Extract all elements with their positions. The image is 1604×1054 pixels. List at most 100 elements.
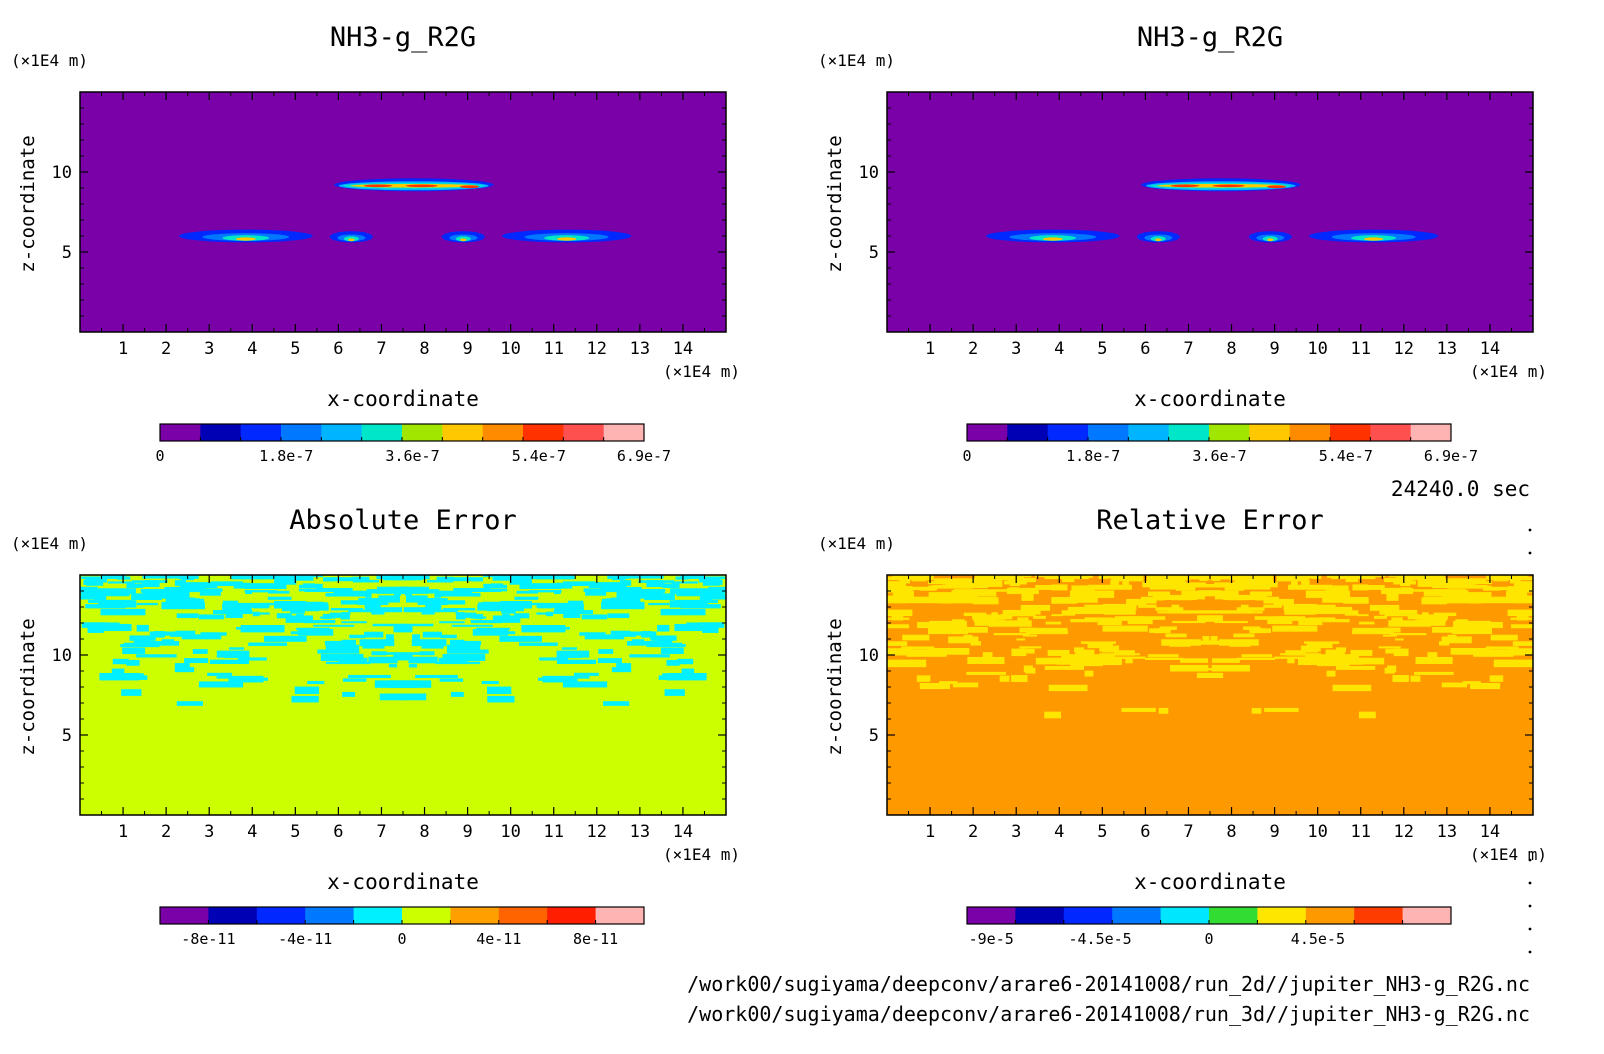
pattern-patch <box>1263 604 1282 608</box>
pattern-patch <box>704 595 726 600</box>
pattern-patch <box>1263 596 1280 604</box>
x-tick-label: 8 <box>419 822 429 842</box>
pattern-patch <box>1493 577 1508 582</box>
pattern-patch <box>1311 575 1322 579</box>
pattern-patch <box>1125 657 1133 664</box>
pattern-patch <box>1507 648 1533 656</box>
pattern-patch <box>972 614 1013 620</box>
pattern-patch <box>174 580 187 586</box>
pattern-patch <box>439 592 481 597</box>
pattern-patch <box>529 590 562 593</box>
pattern-patch <box>446 649 489 654</box>
colorbar-segment <box>523 424 564 441</box>
pattern-patch <box>174 663 190 671</box>
pattern-patch <box>137 675 148 680</box>
x-tick-label: 2 <box>968 822 978 842</box>
plot-background <box>80 92 726 332</box>
pattern-patch <box>1493 659 1533 668</box>
pattern-patch <box>126 659 140 666</box>
pattern-patch <box>1329 662 1364 665</box>
pattern-patch <box>463 640 482 646</box>
x-tick-label: 5 <box>290 822 300 842</box>
x-tick-label: 13 <box>1437 822 1457 842</box>
pattern-patch <box>294 686 320 695</box>
pattern-patch <box>1332 684 1372 692</box>
x-axis-label: x-coordinate <box>1134 870 1286 894</box>
pattern-patch <box>928 627 969 635</box>
pattern-patch <box>1202 636 1210 643</box>
pattern-patch <box>681 668 695 676</box>
pattern-patch <box>964 594 975 599</box>
colorbar-segment <box>1330 424 1371 441</box>
pattern-patch <box>951 590 997 597</box>
pattern-patch <box>1200 575 1208 582</box>
pattern-patch <box>502 613 510 618</box>
pattern-patch <box>1441 636 1472 644</box>
pattern-patch <box>439 621 465 624</box>
pattern-patch <box>685 626 714 631</box>
pattern-patch <box>1084 604 1127 608</box>
pattern-patch <box>1396 576 1438 580</box>
pattern-patch <box>1513 595 1533 604</box>
pattern-patch <box>111 668 125 676</box>
pattern-patch <box>136 602 158 606</box>
pattern-patch <box>895 596 938 604</box>
colorbar: -8e-11 -4e-11 0 4e-11 8e-11 <box>159 906 645 948</box>
pattern-patch <box>261 602 284 606</box>
colorbar-segment <box>1354 907 1404 924</box>
pattern-patch <box>1070 619 1098 623</box>
pattern-patch <box>1388 620 1432 627</box>
pattern-patch <box>1386 593 1399 601</box>
colorbar-tick-label: -4.5e-5 <box>1068 930 1131 948</box>
pattern-patch <box>422 631 442 638</box>
colorbar-segment <box>1249 424 1291 441</box>
pattern-patch <box>518 642 558 646</box>
pattern-patch <box>514 596 539 600</box>
pattern-patch <box>1384 578 1413 583</box>
pattern-patch <box>1171 597 1192 601</box>
pattern-patch <box>1288 584 1333 590</box>
pattern-patch <box>916 675 931 682</box>
pattern-patch <box>626 589 665 593</box>
pattern-patch <box>176 613 199 619</box>
pattern-patch <box>1326 670 1336 677</box>
pattern-patch <box>662 583 680 588</box>
x-tick-label: 7 <box>376 339 386 359</box>
pattern-patch <box>542 675 578 683</box>
pattern-patch <box>455 612 465 615</box>
pattern-patch <box>393 593 402 596</box>
x-axis-label: x-coordinate <box>1134 387 1286 411</box>
pattern-patch <box>1343 597 1369 604</box>
pattern-patch <box>1350 649 1373 656</box>
y-axis-label: z-coordinate <box>824 618 846 755</box>
pattern-patch <box>1486 575 1496 580</box>
pattern-patch <box>1097 617 1122 626</box>
pattern-patch <box>1076 654 1115 659</box>
x-tick-label: 6 <box>333 339 343 359</box>
pattern-patch <box>616 591 658 599</box>
pattern-patch <box>513 575 532 580</box>
x-tick-label: 4 <box>247 339 257 359</box>
pattern-patch <box>320 653 364 661</box>
colorbar-tick-label: 5.4e-7 <box>512 447 566 465</box>
colorbar-tick-label: 3.6e-7 <box>1192 447 1246 465</box>
pattern-patch <box>1512 641 1533 646</box>
colorbar-segment <box>967 907 1016 924</box>
field-layer <box>80 575 726 706</box>
x-tick-label: 6 <box>1140 339 1150 359</box>
colorbar-segment <box>1370 424 1412 441</box>
pattern-patch <box>988 620 1032 627</box>
pattern-patch <box>600 586 642 593</box>
colorbar-segment <box>1063 907 1113 924</box>
pattern-patch <box>333 590 376 594</box>
pattern-patch <box>86 580 104 586</box>
pattern-patch <box>267 590 290 594</box>
pattern-patch <box>378 595 401 603</box>
pattern-patch <box>1224 611 1263 614</box>
pattern-patch <box>368 656 398 664</box>
pattern-patch <box>492 584 508 589</box>
pattern-patch <box>393 626 410 633</box>
pattern-patch <box>121 689 142 696</box>
pattern-patch <box>567 600 584 607</box>
pattern-patch <box>302 601 324 607</box>
